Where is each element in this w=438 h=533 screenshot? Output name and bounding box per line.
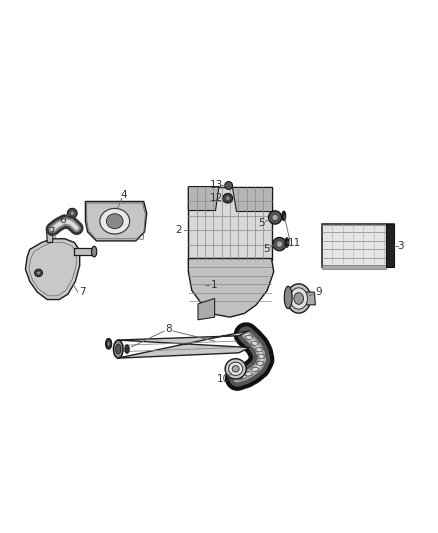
Polygon shape bbox=[193, 260, 210, 288]
Text: 4: 4 bbox=[120, 190, 127, 199]
Ellipse shape bbox=[294, 293, 304, 304]
Ellipse shape bbox=[116, 344, 121, 354]
Text: 12: 12 bbox=[210, 193, 223, 203]
Text: 9: 9 bbox=[315, 287, 322, 297]
Polygon shape bbox=[74, 248, 94, 255]
Text: 5: 5 bbox=[263, 245, 270, 254]
Text: 7: 7 bbox=[79, 287, 86, 297]
Ellipse shape bbox=[100, 208, 130, 234]
Polygon shape bbox=[307, 292, 315, 305]
Text: 6: 6 bbox=[59, 215, 66, 224]
Ellipse shape bbox=[67, 208, 77, 218]
Ellipse shape bbox=[273, 238, 286, 251]
Text: 7: 7 bbox=[48, 227, 55, 237]
Ellipse shape bbox=[285, 238, 289, 247]
Ellipse shape bbox=[229, 362, 243, 375]
Polygon shape bbox=[46, 229, 53, 243]
Text: 2: 2 bbox=[175, 225, 182, 235]
Ellipse shape bbox=[232, 366, 239, 372]
Text: 1: 1 bbox=[210, 280, 217, 289]
Text: 8: 8 bbox=[165, 325, 172, 334]
Polygon shape bbox=[117, 330, 250, 358]
Ellipse shape bbox=[272, 214, 278, 221]
Ellipse shape bbox=[125, 345, 129, 353]
Ellipse shape bbox=[107, 342, 110, 346]
Polygon shape bbox=[322, 265, 386, 269]
Text: 5: 5 bbox=[258, 218, 265, 228]
Polygon shape bbox=[188, 187, 219, 211]
Ellipse shape bbox=[284, 286, 292, 309]
Polygon shape bbox=[247, 260, 267, 288]
Polygon shape bbox=[322, 224, 394, 266]
Ellipse shape bbox=[225, 181, 233, 189]
Polygon shape bbox=[232, 187, 272, 211]
Ellipse shape bbox=[286, 284, 311, 313]
Text: 3: 3 bbox=[397, 241, 404, 251]
Ellipse shape bbox=[282, 211, 286, 221]
Polygon shape bbox=[85, 201, 147, 241]
Ellipse shape bbox=[106, 214, 123, 229]
Ellipse shape bbox=[113, 340, 123, 358]
Ellipse shape bbox=[226, 196, 230, 201]
Ellipse shape bbox=[290, 288, 307, 309]
Ellipse shape bbox=[225, 359, 246, 379]
Ellipse shape bbox=[268, 211, 282, 224]
Ellipse shape bbox=[223, 193, 233, 203]
Polygon shape bbox=[188, 187, 272, 260]
Polygon shape bbox=[386, 224, 394, 266]
Text: 13: 13 bbox=[210, 181, 223, 190]
Text: 11: 11 bbox=[288, 238, 301, 247]
Ellipse shape bbox=[37, 271, 40, 274]
Ellipse shape bbox=[35, 269, 42, 277]
Ellipse shape bbox=[92, 246, 97, 257]
Ellipse shape bbox=[276, 241, 283, 247]
Ellipse shape bbox=[70, 211, 74, 215]
Polygon shape bbox=[188, 259, 274, 317]
Polygon shape bbox=[25, 239, 80, 300]
Ellipse shape bbox=[106, 338, 112, 349]
Text: 10: 10 bbox=[217, 375, 230, 384]
Polygon shape bbox=[198, 298, 215, 320]
